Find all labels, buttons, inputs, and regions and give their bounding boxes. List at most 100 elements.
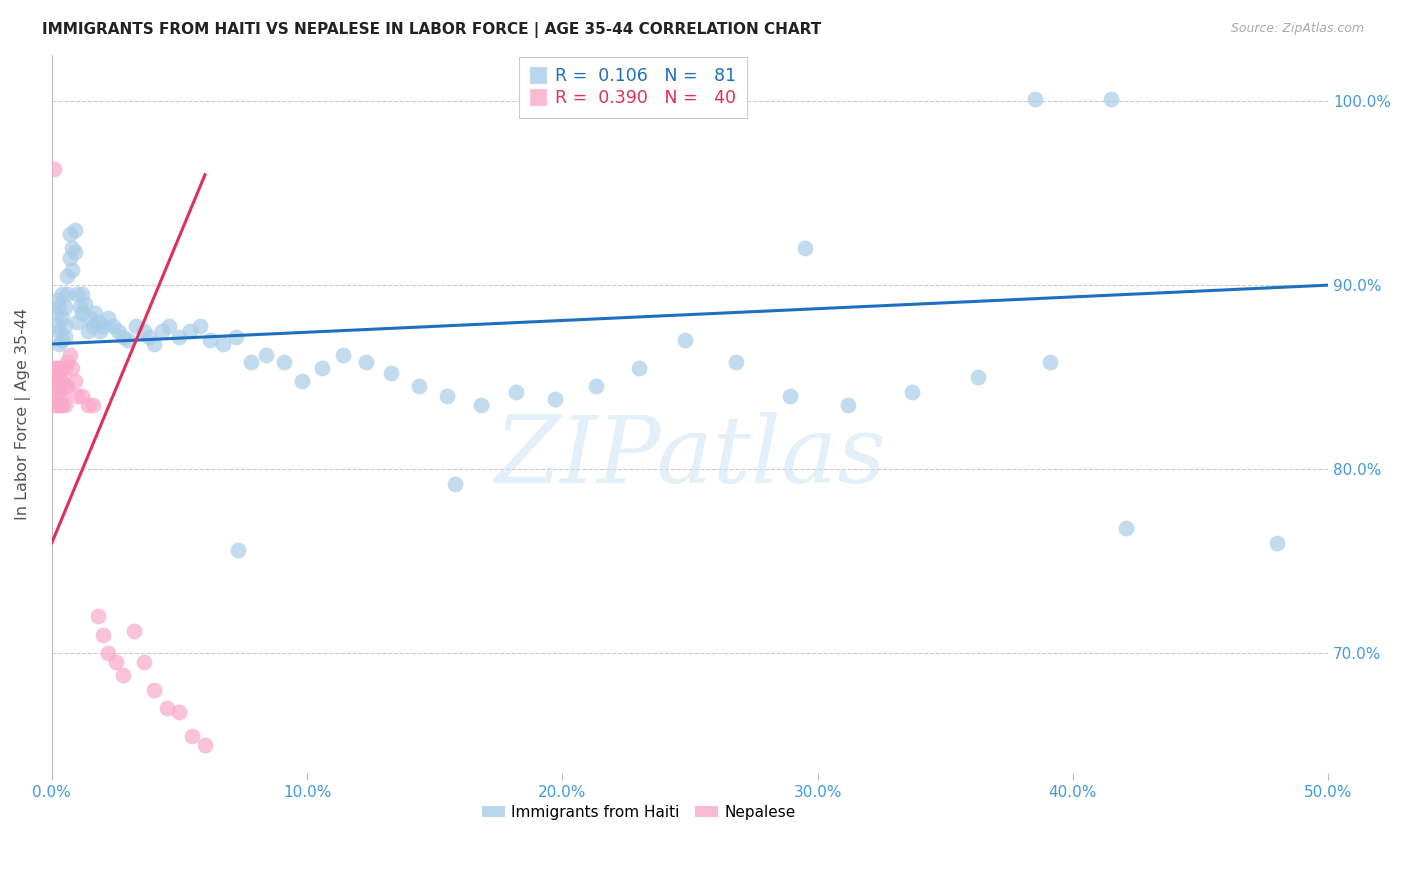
Point (444, 476, 467, 491)
Point (63, 374, 86, 388)
Legend: Immigrants from Haiti, Nepalese: Immigrants from Haiti, Nepalese (477, 799, 801, 826)
Point (53, 329, 76, 343)
Point (66, 287, 89, 301)
Point (45, 398, 67, 412)
Point (142, 682, 165, 697)
Point (76, 398, 98, 412)
Point (60, 263, 83, 277)
Point (132, 324, 155, 338)
Point (901, 384, 924, 399)
Point (59, 227, 82, 241)
Point (56, 287, 79, 301)
Point (44, 374, 66, 388)
Point (48, 337, 70, 351)
Point (436, 388, 458, 402)
Point (194, 738, 217, 752)
Point (673, 334, 696, 348)
Point (59, 251, 82, 265)
Point (967, 370, 990, 384)
Point (66, 388, 89, 402)
Point (51, 334, 73, 348)
Point (779, 388, 801, 402)
Point (56, 268, 79, 283)
Point (198, 334, 221, 348)
Point (72, 287, 94, 301)
Point (51, 311, 73, 326)
Point (73, 296, 96, 310)
Point (408, 379, 430, 393)
Point (56, 355, 79, 369)
Point (724, 355, 747, 369)
Point (837, 398, 859, 412)
Point (181, 729, 204, 743)
Point (53, 318, 76, 333)
Point (138, 329, 160, 343)
Point (53, 379, 76, 393)
Point (142, 337, 165, 351)
Point (48, 300, 70, 314)
Point (627, 360, 650, 375)
Point (1024, 92, 1046, 106)
Point (97, 311, 120, 326)
Point (112, 668, 135, 682)
Point (544, 392, 567, 407)
Point (53, 300, 76, 314)
Point (91, 318, 114, 333)
Point (1039, 355, 1062, 369)
Text: IMMIGRANTS FROM HAITI VS NEPALESE IN LABOR FORCE | AGE 35-44 CORRELATION CHART: IMMIGRANTS FROM HAITI VS NEPALESE IN LAB… (42, 22, 821, 38)
Point (63, 223, 86, 237)
Point (59, 348, 82, 362)
Point (60, 360, 83, 375)
Point (45, 318, 67, 333)
Text: ZIPatlas: ZIPatlas (494, 412, 886, 502)
Point (69, 300, 91, 314)
Point (66, 315, 89, 329)
Point (53, 360, 76, 375)
Point (332, 348, 354, 362)
Point (45, 306, 67, 320)
Point (380, 367, 402, 381)
Point (354, 355, 377, 369)
Point (84, 306, 107, 320)
Point (225, 329, 247, 343)
Point (82, 318, 104, 333)
Point (254, 348, 277, 362)
Point (45, 360, 67, 375)
Point (87, 315, 110, 329)
Point (273, 355, 295, 369)
Point (226, 543, 249, 558)
Point (157, 318, 180, 333)
Point (117, 334, 139, 348)
Point (49, 360, 72, 375)
Point (1265, 535, 1288, 549)
Point (107, 324, 129, 338)
Point (150, 324, 173, 338)
Point (53, 398, 76, 412)
Point (82, 398, 104, 412)
Point (51, 374, 73, 388)
Point (291, 374, 314, 388)
Point (51, 287, 73, 301)
Point (72, 388, 94, 402)
Point (212, 337, 235, 351)
Point (112, 329, 135, 343)
Point (51, 398, 73, 412)
Point (311, 360, 333, 375)
Point (122, 624, 145, 638)
Point (48, 384, 70, 399)
Point (132, 656, 155, 670)
Point (44, 162, 66, 177)
Point (48, 398, 70, 412)
Point (169, 329, 191, 343)
Point (188, 318, 211, 333)
Point (44, 398, 66, 412)
Point (1115, 521, 1137, 535)
Point (56, 379, 79, 393)
Point (44, 388, 66, 402)
Point (42, 360, 65, 375)
Point (89, 324, 111, 338)
Point (45, 379, 67, 393)
Point (239, 355, 262, 369)
Point (51, 388, 73, 402)
Point (63, 245, 86, 260)
